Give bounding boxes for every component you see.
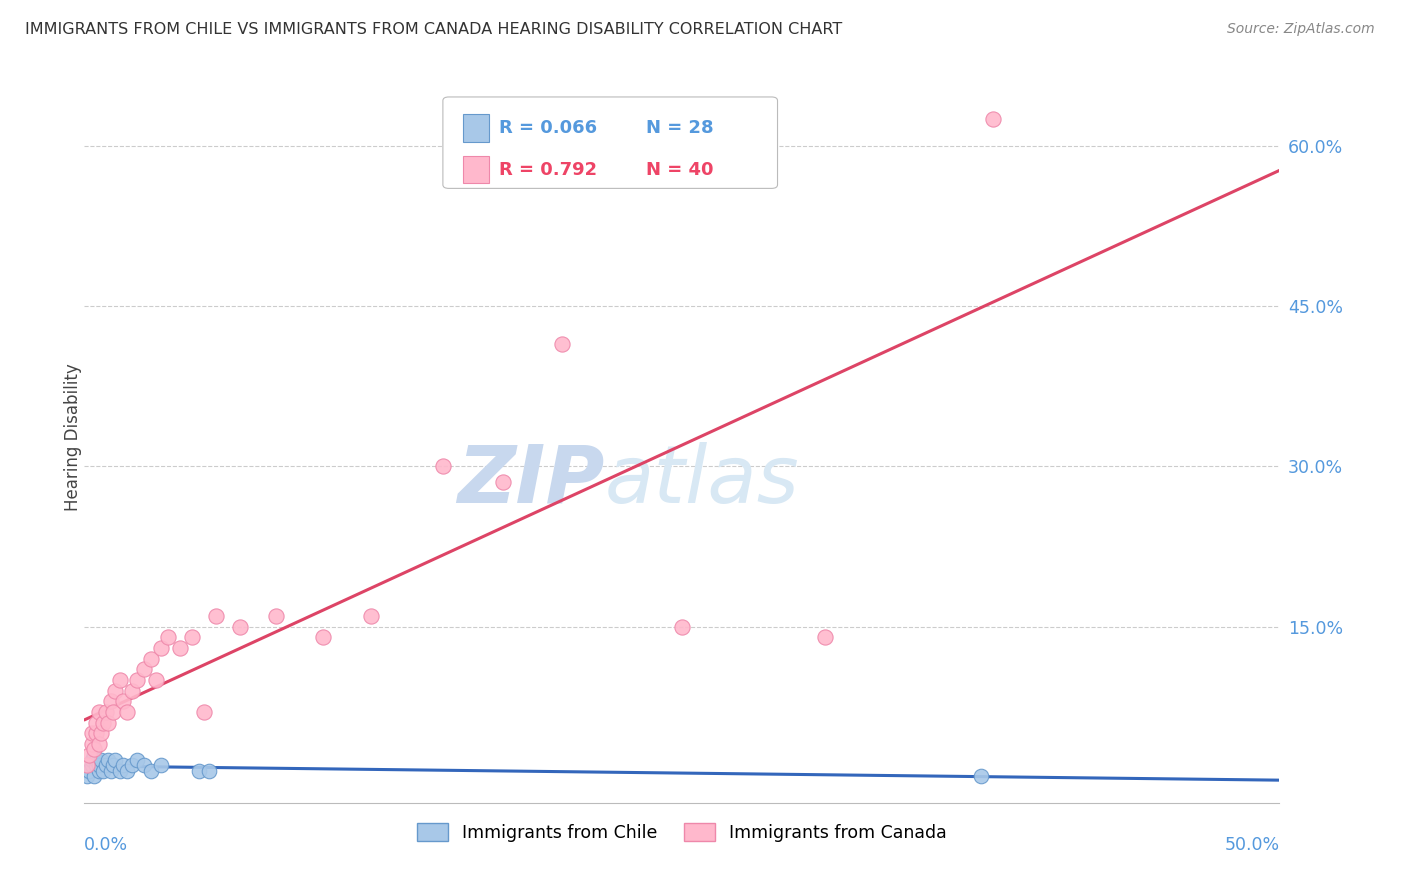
Point [83,747,105,762]
Point [264,609,287,624]
Point [83,742,105,756]
Point [121,683,143,698]
Point [360,609,382,624]
Point [110,673,132,687]
Point [432,459,454,474]
Point [117,705,139,719]
Text: Source: ZipAtlas.com: Source: ZipAtlas.com [1227,22,1375,37]
Point [80,753,103,767]
Point [492,475,515,490]
Point [80,726,103,740]
Point [93,764,115,778]
FancyBboxPatch shape [443,97,778,188]
Point [551,336,574,351]
Point [125,753,148,767]
Point [671,619,693,633]
Point [141,764,163,778]
Point [814,630,837,644]
Point [86,758,108,772]
FancyBboxPatch shape [463,114,489,142]
Point [93,715,115,730]
Point [125,673,148,687]
Point [76,769,98,783]
Point [90,726,112,740]
Point [87,705,110,719]
Point [101,705,124,719]
Text: 50.0%: 50.0% [1225,836,1279,854]
Point [87,737,110,751]
Point [188,764,211,778]
Point [80,737,103,751]
Point [86,715,108,730]
Point [90,753,112,767]
Point [111,694,134,708]
Point [149,758,172,772]
Point [117,764,139,778]
Point [149,640,172,655]
Point [77,747,100,762]
Point [87,758,110,772]
Text: R = 0.066: R = 0.066 [499,120,598,137]
Point [121,758,143,772]
Y-axis label: Hearing Disability: Hearing Disability [65,363,82,511]
Point [145,673,167,687]
Point [97,753,120,767]
Point [83,769,105,783]
FancyBboxPatch shape [463,156,489,184]
Text: N = 28: N = 28 [647,120,714,137]
Point [981,112,1004,127]
Point [97,715,120,730]
Point [104,753,127,767]
Point [100,764,122,778]
Text: ZIP: ZIP [457,442,605,520]
Point [104,683,127,698]
Text: atlas: atlas [605,442,799,520]
Point [86,726,108,740]
Point [94,705,117,719]
Point [94,758,117,772]
Point [205,609,228,624]
Text: N = 40: N = 40 [647,161,714,178]
Point [193,705,215,719]
Point [77,764,100,778]
Point [110,764,132,778]
Point [181,630,204,644]
Text: R = 0.792: R = 0.792 [499,161,598,178]
Point [87,764,110,778]
Point [100,694,122,708]
Point [169,640,191,655]
Point [76,758,98,772]
Point [86,753,108,767]
Point [312,630,335,644]
Point [157,630,180,644]
Point [80,758,103,772]
Point [197,764,219,778]
Point [111,758,134,772]
Point [101,758,124,772]
Point [229,619,252,633]
Text: IMMIGRANTS FROM CHILE VS IMMIGRANTS FROM CANADA HEARING DISABILITY CORRELATION C: IMMIGRANTS FROM CHILE VS IMMIGRANTS FROM… [25,22,842,37]
Point [141,651,163,665]
Point [132,662,156,676]
Point [970,769,993,783]
Point [132,758,156,772]
Legend: Immigrants from Chile, Immigrants from Canada: Immigrants from Chile, Immigrants from C… [411,816,953,849]
Text: 0.0%: 0.0% [84,836,128,854]
